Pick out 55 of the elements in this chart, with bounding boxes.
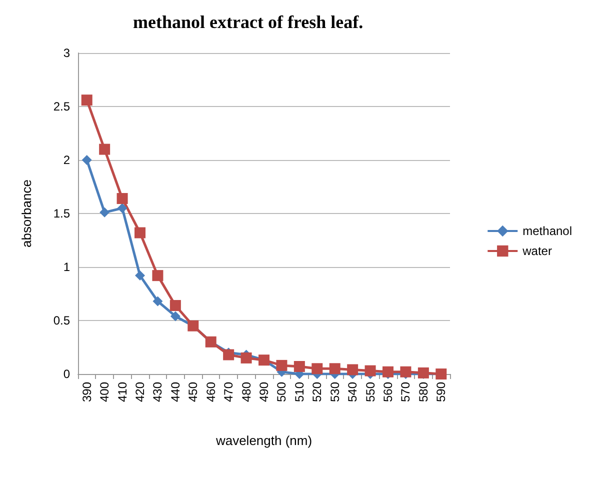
- x-tick-label: 410: [115, 382, 130, 402]
- x-tick-label: 590: [434, 382, 448, 402]
- point: [329, 363, 340, 374]
- x-tick-label: 530: [328, 382, 342, 402]
- point: [116, 193, 128, 204]
- x-tick-label: 400: [98, 382, 112, 402]
- point: [312, 363, 323, 374]
- x-axis-title: wavelength (nm): [214, 433, 312, 448]
- x-tick-label: 430: [150, 382, 165, 402]
- x-tick-label: 510: [292, 382, 306, 402]
- x-tick-label: 450: [186, 382, 200, 402]
- x-tick-label: 420: [133, 382, 147, 402]
- point: [294, 361, 305, 372]
- y-tick-label: 0: [63, 367, 70, 381]
- x-tick-label: 580: [416, 382, 430, 402]
- x-tick-label: 490: [257, 382, 271, 402]
- y-axis-title: absorbance: [19, 180, 34, 248]
- point: [382, 366, 394, 378]
- y-tick-label: 2.5: [53, 100, 70, 114]
- point: [347, 364, 358, 376]
- point: [364, 365, 376, 376]
- x-tick-label: 390: [80, 382, 94, 402]
- y-tick-label: 3: [63, 46, 70, 60]
- y-tick-label: 2: [63, 153, 70, 167]
- point: [135, 270, 145, 281]
- x-tick-label: 460: [204, 382, 218, 402]
- point: [100, 207, 110, 218]
- x-tick-label: 500: [274, 382, 289, 402]
- point: [240, 352, 252, 364]
- point: [134, 227, 146, 238]
- point: [400, 366, 412, 378]
- point: [81, 94, 92, 106]
- point: [117, 203, 128, 214]
- x-tick-label: 470: [222, 382, 236, 402]
- point: [82, 155, 92, 165]
- point: [152, 296, 163, 306]
- point: [152, 270, 164, 282]
- x-tick-label: 480: [239, 382, 254, 402]
- x-tick-label: 550: [363, 382, 378, 402]
- x-tick-label: 540: [346, 382, 360, 402]
- x-tick-label: 570: [398, 382, 413, 402]
- point: [276, 360, 288, 371]
- legend-label: methanol: [522, 224, 572, 238]
- legend-label: water: [522, 244, 552, 258]
- y-tick-label: 1.5: [53, 206, 70, 220]
- chart-title: methanol extract of fresh leaf.: [133, 12, 364, 32]
- point: [170, 300, 181, 312]
- point: [170, 311, 180, 322]
- x-tick-label: 440: [168, 382, 182, 402]
- x-tick-label: 520: [310, 382, 324, 402]
- y-tick-label: 1: [63, 260, 70, 274]
- y-tick-label: 0.5: [53, 314, 70, 328]
- point: [99, 144, 110, 155]
- point: [223, 349, 234, 360]
- x-tick-label: 560: [381, 382, 395, 402]
